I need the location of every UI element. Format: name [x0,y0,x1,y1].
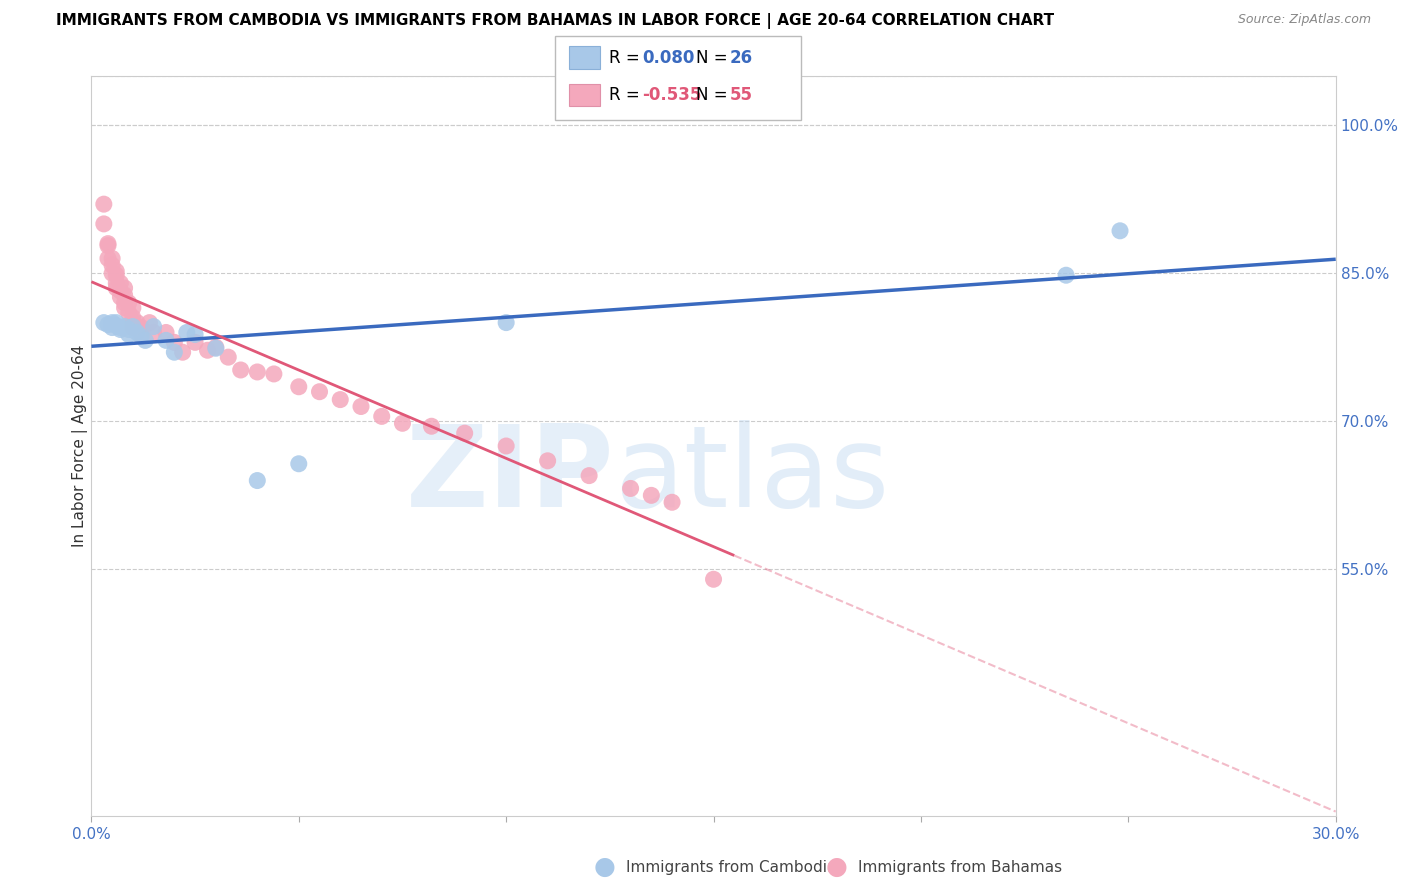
Point [163,345,186,359]
Point [101,258,124,272]
Point [134,334,156,348]
Point [176,326,198,340]
Text: 55: 55 [730,86,752,104]
Point [118,327,141,342]
Point [121,316,145,330]
Point [105,268,128,283]
Point [184,327,207,342]
Point [97,252,120,266]
Point [495,316,517,330]
Point [205,341,228,355]
Point [93,217,115,231]
Point [105,264,128,278]
Text: ZIP: ZIP [405,420,614,531]
Text: R =: R = [609,86,645,104]
Point [246,365,269,379]
Point [184,335,207,350]
Point [114,281,136,295]
Point [138,316,160,330]
Point [101,252,124,266]
Point [110,276,132,290]
Point [121,301,145,315]
Point [121,319,145,334]
Point [118,306,141,320]
Text: atlas: atlas [614,420,889,531]
Point [205,340,228,354]
Point [163,335,186,350]
Point [229,363,252,377]
Point [121,320,145,334]
Text: Source: ZipAtlas.com: Source: ZipAtlas.com [1237,13,1371,27]
Point [101,316,124,330]
Point [661,495,683,509]
Y-axis label: In Labor Force | Age 20-64: In Labor Force | Age 20-64 [72,345,89,547]
Point [619,482,641,496]
Text: ●: ● [825,855,848,879]
Point [287,457,309,471]
Point [105,276,128,290]
Text: N =: N = [696,48,733,67]
Text: Immigrants from Bahamas: Immigrants from Bahamas [858,860,1062,874]
Text: N =: N = [696,86,733,104]
Point [93,197,115,211]
Point [246,474,269,488]
Point [97,236,120,251]
Point [114,296,136,310]
Text: ●: ● [593,855,616,879]
Point [287,380,309,394]
Point [105,281,128,295]
Point [453,426,475,441]
Point [105,316,128,330]
Point [371,409,394,424]
Point [308,384,330,399]
Point [110,320,132,334]
Point [101,320,124,334]
Point [263,367,285,381]
Point [391,417,413,431]
Point [495,439,517,453]
Point [110,322,132,336]
Point [110,290,132,304]
Point [172,345,194,359]
Point [640,488,662,502]
Point [114,301,136,315]
Point [1109,224,1132,238]
Text: 26: 26 [730,48,752,67]
Text: Immigrants from Cambodia: Immigrants from Cambodia [626,860,837,874]
Point [97,318,120,332]
Point [129,320,152,334]
Point [536,454,558,468]
Point [129,329,152,343]
Point [101,266,124,280]
Point [125,316,148,330]
Point [420,419,443,434]
Point [142,319,165,334]
Point [114,319,136,334]
Text: IMMIGRANTS FROM CAMBODIA VS IMMIGRANTS FROM BAHAMAS IN LABOR FORCE | AGE 20-64 C: IMMIGRANTS FROM CAMBODIA VS IMMIGRANTS F… [56,13,1054,29]
Point [197,343,219,358]
Point [97,238,120,252]
Point [118,296,141,310]
Point [105,318,128,333]
Point [155,326,177,340]
Point [1054,268,1077,283]
Point [125,326,148,340]
Text: -0.535: -0.535 [643,86,702,104]
Point [217,350,239,364]
Point [114,288,136,302]
Text: 0.080: 0.080 [643,48,695,67]
Point [578,468,600,483]
Point [702,572,725,586]
Point [110,284,132,298]
Point [329,392,352,407]
Point [118,322,141,336]
Text: R =: R = [609,48,645,67]
Point [142,326,165,340]
Point [350,400,373,414]
Point [93,316,115,330]
Point [155,334,177,348]
Point [129,327,152,342]
Point [121,310,145,325]
